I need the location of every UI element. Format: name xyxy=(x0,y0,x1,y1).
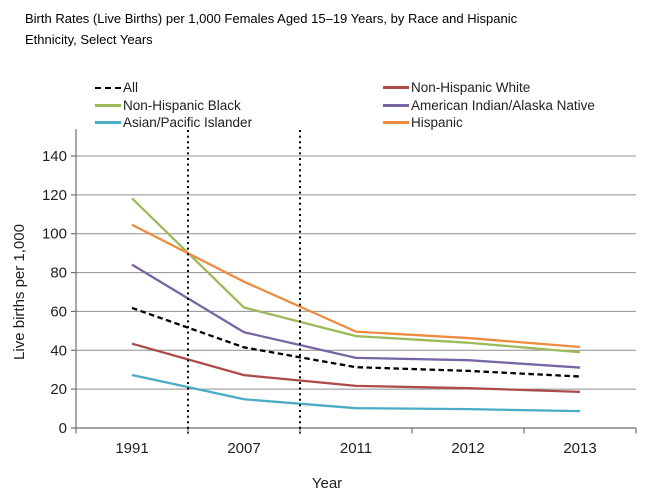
chart-title: Birth Rates (Live Births) per 1,000 Fema… xyxy=(25,8,625,50)
legend-item-hispanic: Hispanic xyxy=(383,114,463,131)
chart-title-line2: Ethnicity, Select Years xyxy=(25,32,153,47)
series-line-all xyxy=(131,306,581,378)
legend-item-all: All xyxy=(95,79,138,96)
legend-swatch-icon xyxy=(383,86,409,89)
x-tick-label: 2011 xyxy=(340,440,372,457)
x-tick-label: 2007 xyxy=(227,440,260,457)
y-tick-label: 120 xyxy=(42,187,67,204)
x-tick-label: 1991 xyxy=(115,440,148,457)
chart-title-line1: Birth Rates (Live Births) per 1,000 Fema… xyxy=(25,11,518,26)
legend-label: Asian/Pacific Islander xyxy=(123,115,253,130)
legend-label: American Indian/Alaska Native xyxy=(411,97,595,113)
legend-swatch-icon xyxy=(383,103,409,107)
y-tick-label: 40 xyxy=(50,342,67,359)
y-tick-label: 140 xyxy=(42,148,67,165)
series-line-hispanic xyxy=(131,223,581,349)
y-tick-label: 80 xyxy=(50,265,67,282)
legend-item-non-hispanic-black: Non-Hispanic Black xyxy=(95,97,241,114)
legend-swatch-icon xyxy=(383,121,409,124)
legend-label: Non-Hispanic Black xyxy=(123,97,241,113)
series-line-asian-pacific-islander xyxy=(131,373,581,413)
series-line-non-hispanic-black xyxy=(131,197,581,354)
y-axis-title: Live births per 1,000 xyxy=(11,224,28,360)
series-line-non-hispanic-white xyxy=(131,342,581,394)
legend-label: Hispanic xyxy=(411,115,463,130)
legend-swatch-icon xyxy=(95,103,121,107)
y-tick-label: 0 xyxy=(59,420,67,437)
legend-item-asian-pacific-islander: Asian/Pacific Islander xyxy=(95,114,252,131)
y-tick-label: 60 xyxy=(50,303,67,320)
legend-label: All xyxy=(123,80,139,95)
legend-label: Non-Hispanic White xyxy=(411,80,531,95)
x-tick-label: 2013 xyxy=(563,440,596,457)
x-axis-title: Year xyxy=(312,475,342,492)
legend-item-non-hispanic-white: Non-Hispanic White xyxy=(383,79,530,96)
x-tick-label: 2012 xyxy=(451,440,484,457)
series-line-american-indian-alaska-native xyxy=(131,263,581,369)
legend-swatch-icon xyxy=(95,121,121,124)
y-tick-label: 20 xyxy=(50,381,67,398)
legend-swatch-icon xyxy=(95,86,121,89)
legend-item-american-indian-alaska-native: American Indian/Alaska Native xyxy=(383,97,595,114)
y-tick-label: 100 xyxy=(42,226,67,243)
